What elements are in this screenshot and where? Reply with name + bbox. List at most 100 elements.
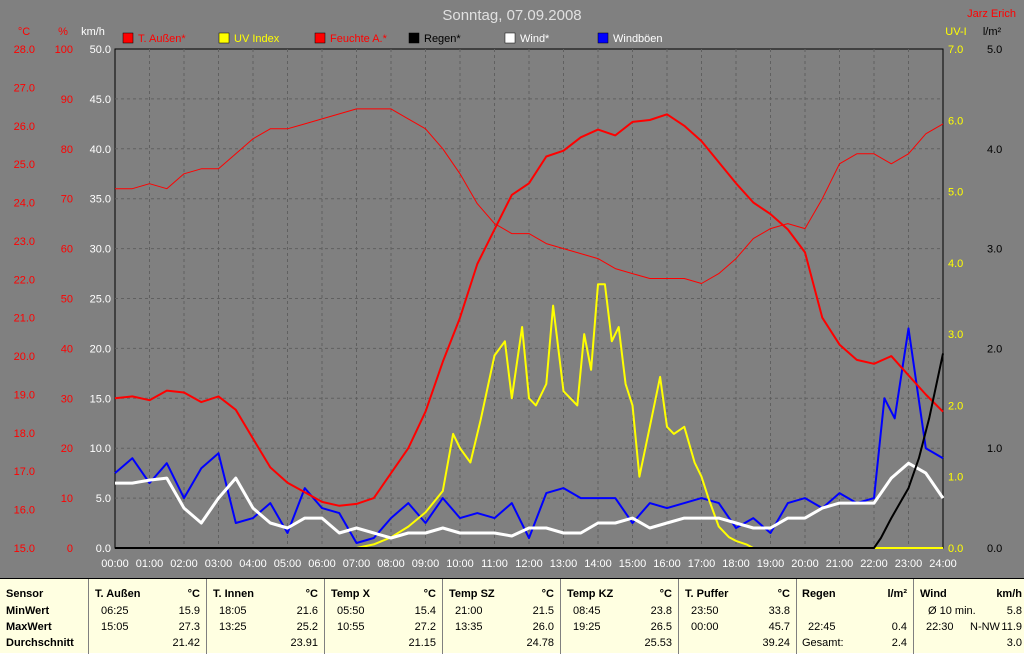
stat-header: Temp SZ: [449, 588, 495, 600]
wind-unit: km/h: [996, 588, 1022, 600]
grid: [114, 48, 944, 549]
stat-min-time: 08:45: [573, 605, 601, 617]
regen-r2: 0.4: [891, 621, 907, 633]
stat-max: 25.2: [296, 621, 318, 633]
time-tick: 01:00: [136, 558, 164, 570]
pct-tick: 70: [61, 194, 73, 206]
temperature-line: [114, 113, 944, 507]
uv-tick: 3.0: [948, 329, 963, 341]
chart-area: °C% km/h UV-I l/m² 28.0 27.0 26.0 25.0 24.0 23.0 2…: [0, 0, 1024, 578]
time-tick: 16:00: [653, 558, 681, 570]
regen-column: Regen l/m² 22:45 0.4 Gesamt: 2.4: [796, 579, 914, 654]
uv-tick: 2.0: [948, 400, 963, 412]
stat-header: T. Innen: [213, 588, 254, 600]
time-tick: 07:00: [343, 558, 371, 570]
kmh-tick: 25.0: [90, 294, 111, 306]
wind-r2-time: 22:30: [926, 621, 954, 633]
stat-unit: °C: [423, 588, 436, 600]
sensor-column: Sensor MinWert MaxWert Durchschnitt: [0, 579, 89, 654]
pct-tick: 0: [67, 543, 73, 555]
time-tick: 05:00: [274, 558, 302, 570]
stat-max-time: 13:35: [455, 621, 483, 633]
legend-label: Feuchte A.*: [330, 33, 388, 45]
legend: T. Außen* UV Index Feuchte A.* Regen* Wind* W…: [122, 32, 663, 45]
time-tick: 18:00: [722, 558, 750, 570]
uv-tick: 1.0: [948, 472, 963, 484]
stat-max: 27.3: [178, 621, 200, 633]
pct-tick: 40: [61, 343, 73, 355]
kmh-unit-label: km/h: [81, 26, 105, 38]
time-tick: 03:00: [205, 558, 233, 570]
stat-min: 21.5: [532, 605, 554, 617]
axes: °C% km/h UV-I l/m² 28.0 27.0 26.0 25.0 24.0 23.0 2…: [14, 26, 1003, 570]
temp-tick: 19.0: [14, 389, 35, 401]
rain-tick: 2.0: [987, 343, 1002, 355]
stat-unit: °C: [541, 588, 554, 600]
stat-min: 15.4: [414, 605, 436, 617]
wind-avg-line: [115, 461, 945, 540]
time-tick: 15:00: [619, 558, 647, 570]
wind-r3: 3.0: [1006, 637, 1022, 649]
rain-unit-label: l/m²: [983, 26, 1002, 38]
pct-tick: 90: [61, 94, 73, 106]
temp-tick: 17.0: [14, 466, 35, 478]
uv-tick: 0.0: [948, 543, 963, 555]
stat-min-time: 21:00: [455, 605, 483, 617]
stat-max: 45.7: [768, 621, 790, 633]
time-tick: 20:00: [791, 558, 819, 570]
stat-unit: °C: [305, 588, 318, 600]
temp-tick: 25.0: [14, 159, 35, 171]
stat-unit: °C: [659, 588, 672, 600]
pct-tick: 20: [61, 443, 73, 455]
time-tick: 24:00: [929, 558, 957, 570]
legend-swatch: [218, 32, 230, 44]
time-tick: 09:00: [412, 558, 440, 570]
stat-min-time: 18:05: [219, 605, 247, 617]
stat-header: T. Außen: [95, 588, 141, 600]
uv-tick: 4.0: [948, 258, 963, 270]
regen-r2-time: 22:45: [808, 621, 836, 633]
temp-tick: 28.0: [14, 44, 35, 56]
kmh-tick: 35.0: [90, 194, 111, 206]
uv-index-line: [115, 283, 943, 549]
stat-min-time: 05:50: [337, 605, 365, 617]
temp-tick: 22.0: [14, 274, 35, 286]
series: [114, 108, 945, 549]
legend-swatch: [504, 32, 516, 44]
time-tick: 19:00: [757, 558, 785, 570]
wind-r2-dir: N-NW: [970, 621, 1000, 633]
pct-tick: 80: [61, 144, 73, 156]
regen-total-label: Gesamt:: [802, 637, 844, 649]
stat-avg: 24.78: [526, 637, 554, 649]
stat-column: T. Außen °C 06:25 15.9 15:05 27.3 21.42: [89, 579, 207, 654]
pct-tick: 30: [61, 393, 73, 405]
kmh-tick: 50.0: [90, 44, 111, 56]
time-tick: 10:00: [446, 558, 474, 570]
stat-column: T. Puffer °C 23:50 33.8 00:00 45.7 39.24: [679, 579, 797, 654]
rain-tick: 1.0: [987, 443, 1002, 455]
temp-tick: 24.0: [14, 198, 35, 210]
rain-tick: 5.0: [987, 44, 1002, 56]
stat-max-time: 00:00: [691, 621, 719, 633]
wind-gust-line: [114, 327, 944, 544]
stat-min: 15.9: [178, 605, 200, 617]
sensor-header: Sensor: [6, 588, 44, 600]
kmh-tick: 20.0: [90, 343, 111, 355]
stat-avg: 21.42: [172, 637, 200, 649]
stat-column: Temp KZ °C 08:45 23.8 19:25 26.5 25.53: [561, 579, 679, 654]
weather-chart: °C% km/h UV-I l/m² 28.0 27.0 26.0 25.0 24.0 23.0 2…: [14, 7, 1016, 570]
temp-tick: 16.0: [14, 505, 35, 517]
legend-swatch: [408, 32, 420, 44]
stat-header: T. Puffer: [685, 588, 729, 600]
wind-header: Wind: [920, 588, 947, 600]
legend-label: UV Index: [234, 33, 280, 45]
kmh-tick: 0.0: [96, 543, 111, 555]
time-tick: 13:00: [550, 558, 578, 570]
temp-unit-label: °C: [18, 26, 30, 38]
rain-tick: 4.0: [987, 144, 1002, 156]
kmh-tick: 10.0: [90, 443, 111, 455]
stat-min: 33.8: [768, 605, 790, 617]
wind-r2: 11.9: [1001, 621, 1022, 633]
stat-unit: °C: [187, 588, 200, 600]
stat-column: Temp X °C 05:50 15.4 10:55 27.2 21.15: [325, 579, 443, 654]
